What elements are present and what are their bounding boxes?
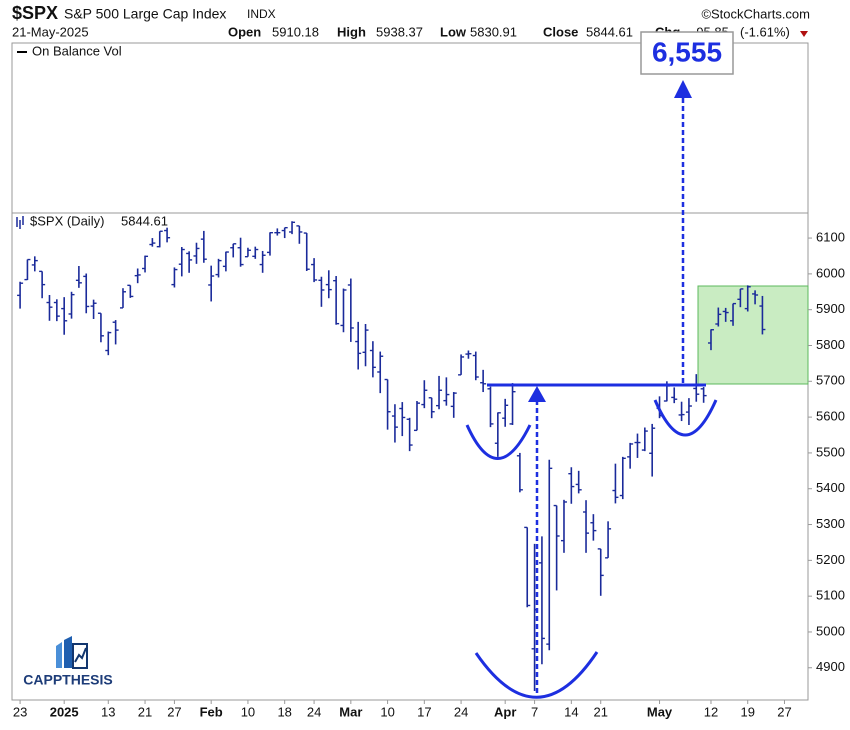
bars [17, 221, 766, 692]
x-tick-label: 17 [417, 704, 431, 719]
index-name: S&P 500 Large Cap Index [64, 6, 226, 22]
right-shoulder-arc [653, 399, 718, 437]
high-label: High [337, 24, 366, 39]
y-tick-label: 5700 [816, 373, 845, 388]
left-shoulder-arc [465, 424, 532, 460]
y-tick-label: 5100 [816, 588, 845, 603]
indicator-legend: On Balance Vol [32, 43, 122, 58]
x-tick-label: 21 [593, 704, 607, 719]
y-tick-label: 5000 [816, 623, 845, 638]
x-tick-label: 2025 [50, 704, 79, 719]
y-tick-label: 6000 [816, 265, 845, 280]
y-tick-label: 5300 [816, 516, 845, 531]
logo-icon [56, 636, 88, 669]
x-tick-label: 12 [704, 704, 718, 719]
y-tick-label: 5400 [816, 480, 845, 495]
low-value: 5830.91 [470, 24, 517, 39]
x-tick-label: 21 [138, 704, 152, 719]
close-label: Close [543, 24, 578, 39]
source: ©StockCharts.com [701, 6, 810, 21]
x-tick-label: 7 [531, 704, 538, 719]
y-tick-label: 6100 [816, 230, 845, 245]
x-tick-label: 14 [564, 704, 578, 719]
y-tick-label: 5900 [816, 301, 845, 316]
x-tick-label: May [647, 704, 673, 719]
measure-arrowhead [528, 386, 546, 402]
target-label: 6,555 [652, 36, 722, 67]
x-tick-label: 10 [380, 704, 394, 719]
x-tick-label: 10 [241, 704, 255, 719]
x-tick-label: Mar [339, 704, 362, 719]
close-value: 5844.61 [586, 24, 633, 39]
logo-text: CAPPTHESIS [23, 672, 112, 688]
y-tick-label: 4900 [816, 659, 845, 674]
open-value: 5910.18 [272, 24, 319, 39]
head-arc [474, 651, 599, 699]
price-panel [11, 212, 809, 701]
y-tick-label: 5500 [816, 444, 845, 459]
date: 21-May-2025 [12, 24, 89, 39]
change-pct: (-1.61%) [740, 24, 790, 39]
low-label: Low [440, 24, 467, 39]
price-legend: $SPX (Daily) [30, 213, 104, 228]
open-label: Open [228, 24, 261, 39]
x-tick-label: 24 [454, 704, 468, 719]
x-tick-label: 23 [13, 704, 27, 719]
ticker: $SPX [12, 3, 58, 23]
high-value: 5938.37 [376, 24, 423, 39]
exchange: INDX [247, 7, 276, 21]
x-tick-label: Feb [200, 704, 223, 719]
target-zone [697, 285, 809, 385]
price-legend-icon [16, 216, 24, 229]
x-tick-label: 13 [101, 704, 115, 719]
x-tick-label: 18 [277, 704, 291, 719]
y-tick-label: 5600 [816, 409, 845, 424]
target-box [640, 31, 734, 75]
x-tick-label: 19 [740, 704, 754, 719]
y-tick-label: 5800 [816, 337, 845, 352]
price-legend-value: 5844.61 [121, 213, 168, 228]
target-arrowhead [674, 80, 692, 98]
x-tick-label: Apr [494, 704, 516, 719]
y-tick-label: 5200 [816, 552, 845, 567]
x-tick-label: 27 [777, 704, 791, 719]
down-arrow [800, 31, 808, 37]
x-tick-label: 24 [307, 704, 321, 719]
x-tick-label: 27 [167, 704, 181, 719]
